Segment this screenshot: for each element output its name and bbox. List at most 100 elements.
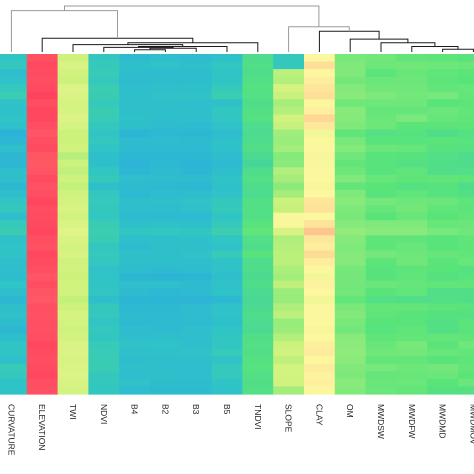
heatmap-cell bbox=[273, 197, 305, 206]
heatmap-cell bbox=[427, 258, 459, 267]
heatmap-cell bbox=[304, 242, 336, 252]
heatmap-cell bbox=[365, 122, 397, 131]
heatmap-cell bbox=[242, 258, 274, 267]
heatmap-cell bbox=[365, 182, 397, 191]
heatmap-cell bbox=[242, 386, 274, 395]
heatmap-cell bbox=[150, 295, 182, 304]
heatmap-cell bbox=[304, 99, 336, 108]
heatmap-cell bbox=[119, 326, 151, 335]
heatmap-cell bbox=[26, 159, 59, 168]
heatmap-cell bbox=[458, 333, 474, 342]
heatmap-cell bbox=[304, 333, 336, 342]
heatmap-cell bbox=[150, 137, 182, 146]
heatmap-cell bbox=[396, 288, 428, 297]
heatmap-cell bbox=[273, 333, 305, 342]
heatmap-cell bbox=[88, 303, 120, 312]
heatmap-cell bbox=[427, 54, 459, 63]
heatmap-cell bbox=[88, 227, 120, 236]
heatmap-cell bbox=[427, 242, 459, 252]
heatmap-cell bbox=[0, 106, 28, 116]
heatmap-cell bbox=[180, 174, 213, 184]
heatmap-cell bbox=[57, 159, 89, 168]
heatmap-cell bbox=[150, 341, 182, 350]
heatmap-cell bbox=[180, 227, 213, 236]
heatmap-cell bbox=[211, 76, 243, 85]
heatmap-cell bbox=[365, 114, 397, 123]
heatmap-cell bbox=[242, 235, 274, 244]
heatmap-cell bbox=[0, 363, 28, 372]
heatmap-cell bbox=[396, 386, 428, 395]
heatmap-cell bbox=[180, 159, 213, 168]
heatmap-cell bbox=[150, 114, 182, 123]
heatmap-cell bbox=[0, 129, 28, 138]
heatmap-cell bbox=[180, 258, 213, 267]
dendrogram-link bbox=[64, 5, 320, 27]
heatmap-cell bbox=[26, 174, 59, 184]
heatmap-cell bbox=[396, 174, 428, 184]
heatmap-cell bbox=[119, 190, 151, 199]
heatmap-cell bbox=[211, 197, 243, 206]
heatmap-cell bbox=[334, 54, 367, 63]
heatmap-cell bbox=[119, 205, 151, 214]
heatmap-cell bbox=[458, 84, 474, 93]
heatmap-cell bbox=[427, 69, 459, 78]
heatmap-cell bbox=[242, 378, 274, 388]
heatmap-cell bbox=[0, 235, 28, 244]
heatmap-cell bbox=[273, 310, 305, 320]
heatmap-cell bbox=[57, 288, 89, 297]
heatmap-cell bbox=[334, 190, 367, 199]
heatmap-cell bbox=[427, 220, 459, 229]
heatmap-cell bbox=[242, 190, 274, 199]
heatmap-cell bbox=[211, 371, 243, 380]
heatmap-cell bbox=[334, 174, 367, 184]
heatmap-cell bbox=[88, 378, 120, 388]
heatmap-cell bbox=[365, 106, 397, 116]
heatmap-cell bbox=[57, 258, 89, 267]
heatmap-cell bbox=[427, 378, 459, 388]
heatmap-cell bbox=[26, 363, 59, 372]
heatmap-cell bbox=[0, 69, 28, 78]
heatmap-cell bbox=[211, 54, 243, 63]
heatmap-cell bbox=[427, 182, 459, 191]
heatmap-cell bbox=[0, 159, 28, 168]
heatmap-cell bbox=[119, 152, 151, 161]
heatmap-cell bbox=[396, 220, 428, 229]
heatmap-cell bbox=[26, 122, 59, 131]
heatmap-cell bbox=[57, 295, 89, 304]
heatmap-cell bbox=[57, 182, 89, 191]
heatmap-cell bbox=[304, 356, 336, 365]
heatmap-cell bbox=[57, 76, 89, 85]
heatmap-cell bbox=[119, 273, 151, 282]
heatmap-cell bbox=[211, 288, 243, 297]
heatmap-cell bbox=[0, 356, 28, 365]
heatmap-cell bbox=[458, 378, 474, 388]
heatmap-cell bbox=[334, 99, 367, 108]
heatmap-cell bbox=[211, 386, 243, 395]
heatmap-cell bbox=[304, 295, 336, 304]
heatmap-cell bbox=[57, 61, 89, 70]
heatmap-cell bbox=[150, 348, 182, 357]
heatmap-cell bbox=[26, 129, 59, 138]
heatmap-cell bbox=[242, 76, 274, 85]
heatmap-cell bbox=[26, 137, 59, 146]
heatmap-cell bbox=[180, 190, 213, 199]
heatmap-cell bbox=[458, 152, 474, 161]
heatmap-cell bbox=[273, 273, 305, 282]
heatmap-cell bbox=[119, 54, 151, 63]
heatmap-cell bbox=[119, 348, 151, 357]
heatmap-cell bbox=[26, 61, 59, 70]
heatmap-cell bbox=[88, 273, 120, 282]
heatmap-cell bbox=[427, 91, 459, 100]
heatmap-cell bbox=[119, 84, 151, 93]
heatmap-cell bbox=[88, 326, 120, 335]
heatmap-cell bbox=[427, 333, 459, 342]
heatmap-cell bbox=[396, 91, 428, 100]
heatmap-cell bbox=[458, 61, 474, 70]
heatmap-cell bbox=[396, 167, 428, 176]
heatmap-cell bbox=[211, 182, 243, 191]
heatmap-cell bbox=[458, 295, 474, 304]
column-label: TWI bbox=[68, 404, 78, 420]
heatmap-cell bbox=[57, 99, 89, 108]
heatmap-cell bbox=[242, 280, 274, 289]
heatmap-cell bbox=[88, 363, 120, 372]
